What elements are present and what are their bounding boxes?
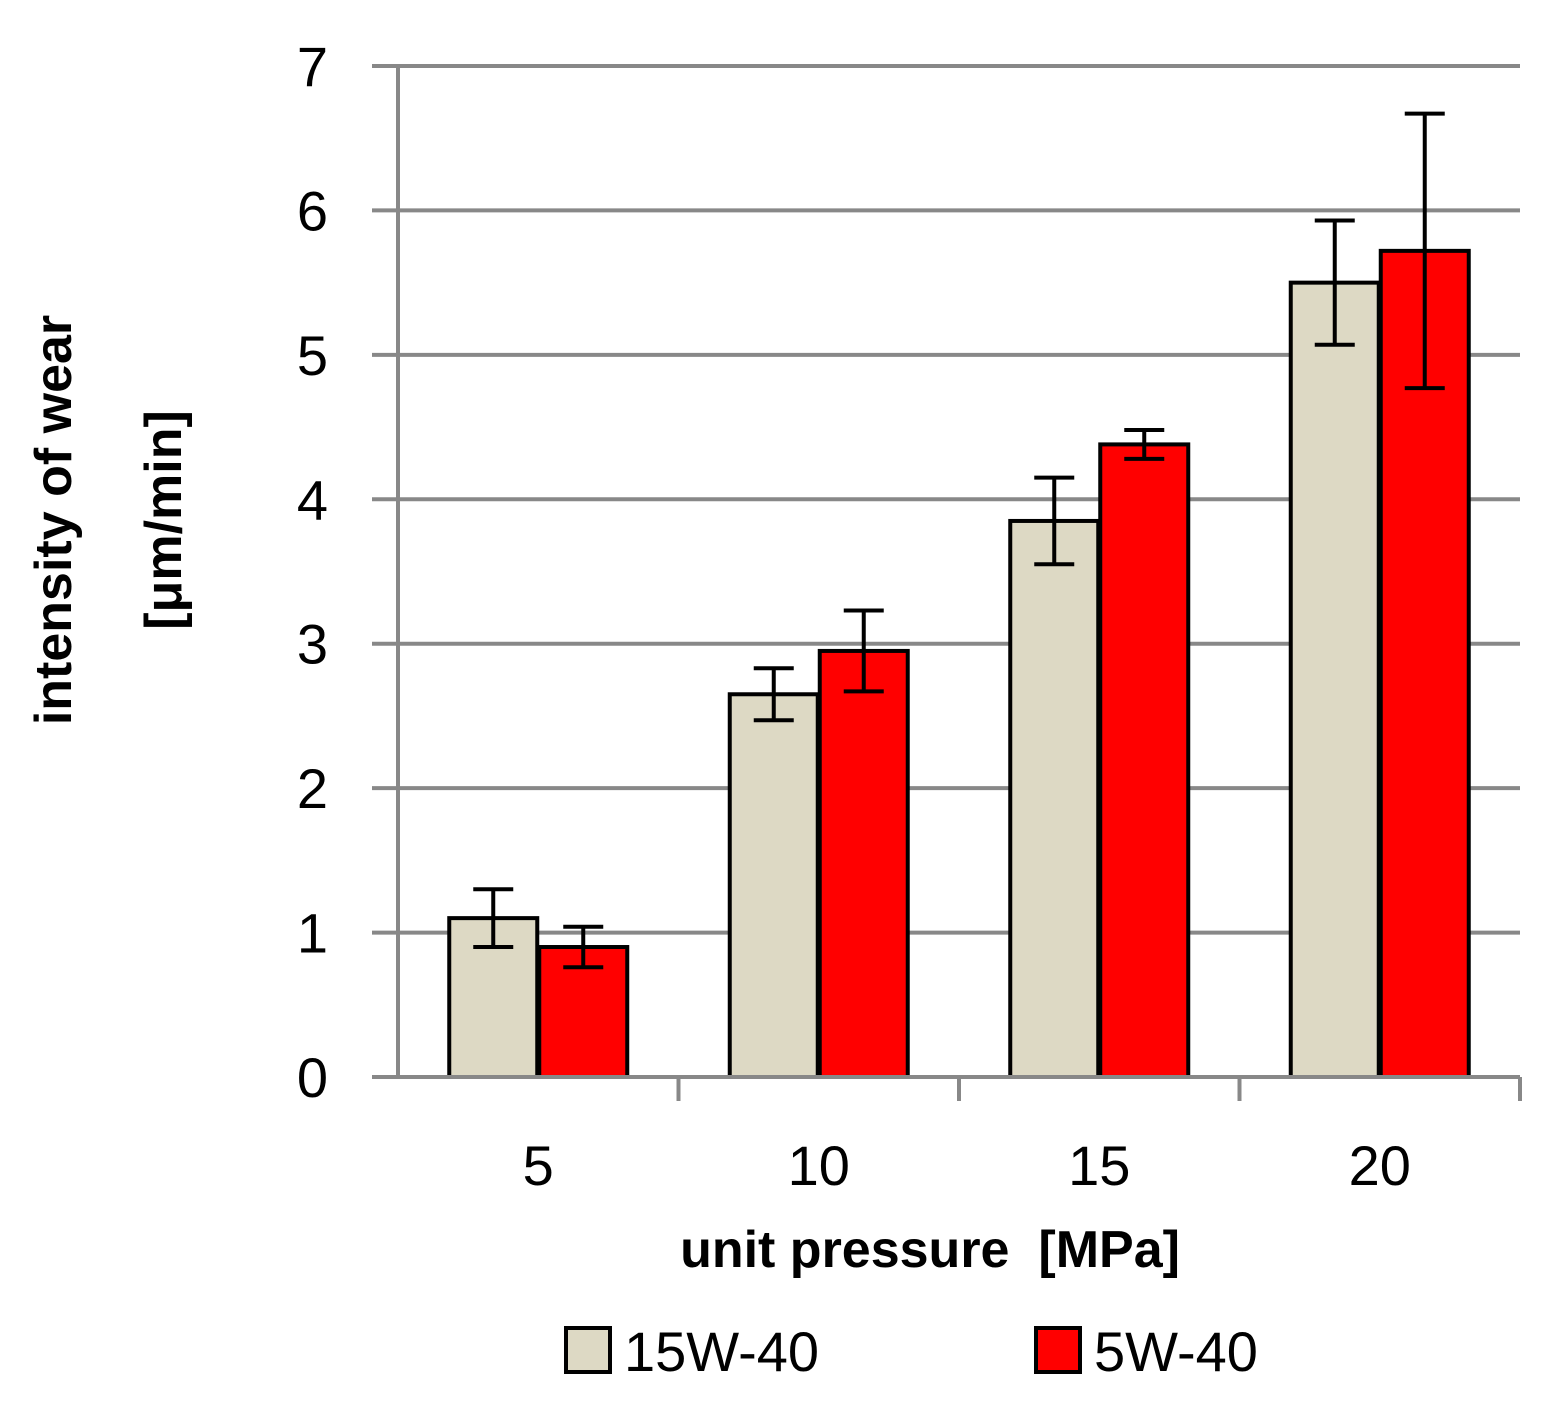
axes <box>372 64 1522 1101</box>
y-tick-label: 3 <box>297 613 328 676</box>
x-tick-label: 15 <box>1068 1134 1130 1197</box>
x-tick-label: 10 <box>788 1134 850 1197</box>
error-bars <box>473 111 1445 970</box>
y-tick-label: 0 <box>297 1046 328 1109</box>
legend-label: 15W-40 <box>624 1320 819 1383</box>
y-tick-label: 1 <box>297 902 328 965</box>
x-tick-label: 20 <box>1349 1134 1411 1197</box>
bar <box>1008 518 1101 1079</box>
y-tick-label: 7 <box>297 35 328 98</box>
y-axis-title-line1: intensity of wear <box>25 315 83 725</box>
legend-swatch <box>564 1326 612 1374</box>
bar <box>817 648 910 1080</box>
bar <box>1098 442 1191 1080</box>
gridlines <box>398 64 1520 935</box>
x-tick-label: 5 <box>523 1134 554 1197</box>
legend-swatch <box>1034 1326 1082 1374</box>
legend-label: 5W-40 <box>1094 1320 1258 1383</box>
bar <box>1288 280 1381 1079</box>
y-tick-labels: 0 1 2 3 4 5 6 7 <box>297 35 328 1109</box>
y-tick-label: 2 <box>297 757 328 820</box>
y-tick-label: 4 <box>297 468 328 531</box>
y-axis-title: intensity of wear [μm/min] <box>25 315 193 725</box>
bar <box>727 692 820 1079</box>
y-tick-label: 6 <box>297 179 328 242</box>
y-axis-title-line2: [μm/min] <box>135 410 193 630</box>
bars <box>447 248 1471 1080</box>
x-axis-title: unit pressure [MPa] <box>680 1221 1180 1279</box>
y-tick-label: 5 <box>297 324 328 387</box>
legend: 15W-40 5W-40 <box>564 1320 1258 1383</box>
x-tick-labels: 5 10 15 20 <box>523 1134 1411 1197</box>
